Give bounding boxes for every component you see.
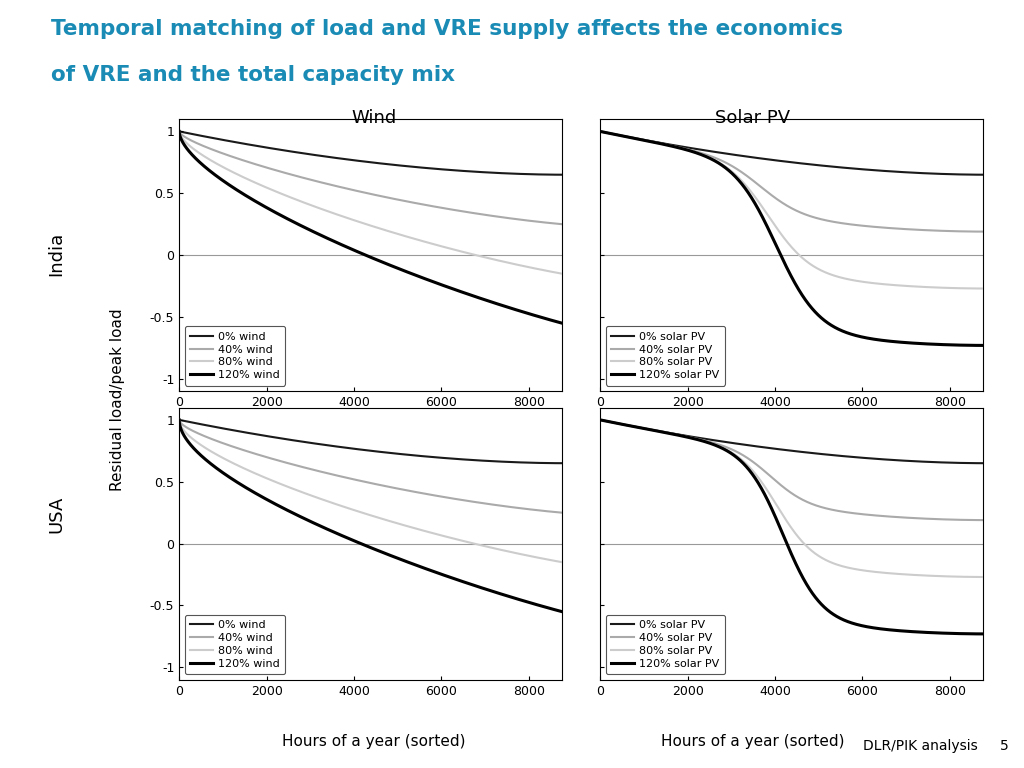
Text: Solar PV: Solar PV xyxy=(715,109,791,127)
Text: Temporal matching of load and VRE supply affects the economics: Temporal matching of load and VRE supply… xyxy=(51,19,843,39)
Legend: 0% wind, 40% wind, 80% wind, 120% wind: 0% wind, 40% wind, 80% wind, 120% wind xyxy=(184,614,286,674)
Text: India: India xyxy=(47,231,66,276)
Legend: 0% solar PV, 40% solar PV, 80% solar PV, 120% solar PV: 0% solar PV, 40% solar PV, 80% solar PV,… xyxy=(606,326,725,386)
Text: USA: USA xyxy=(47,496,66,533)
Legend: 0% solar PV, 40% solar PV, 80% solar PV, 120% solar PV: 0% solar PV, 40% solar PV, 80% solar PV,… xyxy=(606,614,725,674)
Text: of VRE and the total capacity mix: of VRE and the total capacity mix xyxy=(51,65,456,85)
Text: Wind: Wind xyxy=(351,109,396,127)
Text: Hours of a year (sorted): Hours of a year (sorted) xyxy=(660,733,845,749)
Text: Residual load/peak load: Residual load/peak load xyxy=(111,308,125,491)
Text: 5: 5 xyxy=(999,739,1009,753)
Legend: 0% wind, 40% wind, 80% wind, 120% wind: 0% wind, 40% wind, 80% wind, 120% wind xyxy=(184,326,286,386)
Text: Hours of a year (sorted): Hours of a year (sorted) xyxy=(282,733,466,749)
Text: DLR/PIK analysis: DLR/PIK analysis xyxy=(863,739,978,753)
